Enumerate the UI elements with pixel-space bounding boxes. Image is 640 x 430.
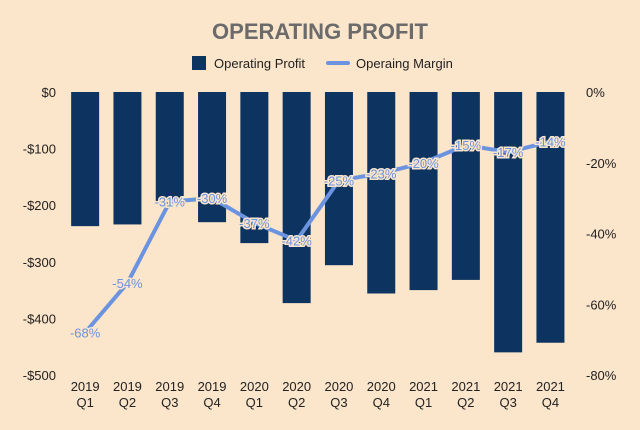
legend: Operating Profit Operaing Margin: [192, 56, 453, 71]
bar-series-operating-profit: [71, 92, 565, 353]
y-axis-right: 0% -20% -40% -60% -80%: [586, 85, 617, 383]
x-tick-year: 2021: [494, 379, 523, 394]
x-tick-quarter: Q4: [373, 395, 390, 410]
margin-data-label: -68%: [70, 326, 101, 341]
x-tick-year: 2019: [113, 379, 142, 394]
x-tick-quarter: Q4: [203, 395, 220, 410]
x-tick-quarter: Q3: [161, 395, 178, 410]
x-tick-year: 2020: [367, 379, 396, 394]
x-tick-quarter: Q2: [119, 395, 136, 410]
x-tick-quarter: Q4: [542, 395, 559, 410]
bar-2021-q1: [409, 92, 438, 291]
x-tick-year: 2020: [240, 379, 269, 394]
y-right-tick-label: -20%: [586, 156, 617, 171]
y-right-tick-label: 0%: [586, 85, 605, 100]
chart-title: OPERATING PROFIT: [212, 19, 428, 44]
y-left-tick-label: -$500: [23, 368, 56, 383]
margin-data-label: -37%: [239, 216, 270, 231]
x-tick-quarter: Q2: [457, 395, 474, 410]
y-right-tick-label: -40%: [586, 227, 617, 242]
margin-data-label: -14%: [535, 135, 566, 150]
margin-data-label: -54%: [112, 276, 143, 291]
x-tick-quarter: Q3: [330, 395, 347, 410]
margin-data-label: -31%: [155, 195, 186, 210]
x-tick-year: 2019: [198, 379, 227, 394]
legend-label-operating-margin: Operaing Margin: [356, 56, 453, 71]
x-axis: 2019Q12019Q22019Q32019Q42020Q12020Q22020…: [71, 379, 565, 410]
margin-data-label: -17%: [493, 145, 524, 160]
legend-swatch-operating-profit: [192, 56, 206, 70]
bar-2019-q1: [71, 92, 100, 227]
x-tick-year: 2020: [324, 379, 353, 394]
x-tick-quarter: Q3: [499, 395, 516, 410]
margin-data-label: -23%: [366, 166, 397, 181]
x-tick-year: 2021: [409, 379, 438, 394]
margin-data-label: -30%: [197, 191, 228, 206]
x-tick-quarter: Q1: [246, 395, 263, 410]
margin-data-label: -25%: [324, 173, 355, 188]
x-tick-year: 2021: [536, 379, 565, 394]
x-tick-quarter: Q1: [415, 395, 432, 410]
y-left-tick-label: $0: [42, 85, 56, 100]
x-tick-year: 2019: [71, 379, 100, 394]
y-right-tick-label: -80%: [586, 368, 617, 383]
y-left-tick-label: -$200: [23, 198, 56, 213]
margin-data-label: -15%: [451, 138, 482, 153]
x-tick-year: 2020: [282, 379, 311, 394]
bar-2021-q3: [494, 92, 523, 353]
x-tick-quarter: Q2: [288, 395, 305, 410]
y-left-tick-label: -$400: [23, 311, 56, 326]
y-left-tick-label: -$100: [23, 142, 56, 157]
bar-2020-q2: [282, 92, 311, 304]
margin-data-label: -20%: [408, 156, 439, 171]
line-series-operating-margin: [83, 139, 553, 335]
bar-2019-q2: [113, 92, 142, 225]
bar-2019-q3: [155, 92, 184, 204]
y-left-tick-label: -$300: [23, 255, 56, 270]
legend-label-operating-profit: Operating Profit: [214, 56, 305, 71]
x-tick-year: 2021: [451, 379, 480, 394]
bar-2021-q2: [451, 92, 480, 280]
margin-data-label: -42%: [281, 234, 312, 249]
y-axis-left: $0 -$100 -$200 -$300 -$400 -$500: [23, 85, 56, 383]
x-tick-year: 2019: [155, 379, 184, 394]
y-right-tick-label: -60%: [586, 297, 617, 312]
bar-2021-q4: [536, 92, 565, 343]
x-tick-quarter: Q1: [76, 395, 93, 410]
margin-data-labels: -68% -54% -31% -30% -37% -42% -25% -23% -20% -15%…: [68, 133, 567, 342]
bar-2020-q4: [367, 92, 396, 294]
